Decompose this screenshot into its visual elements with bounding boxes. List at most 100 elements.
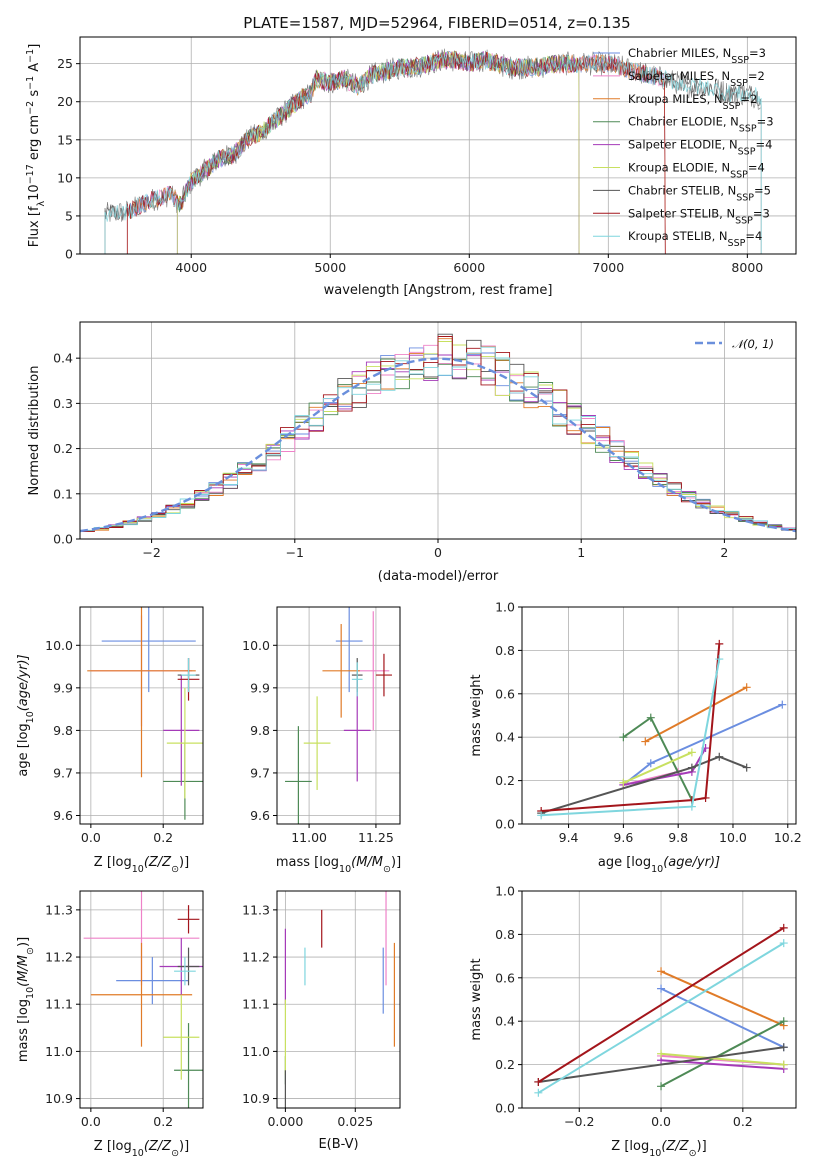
weight-vs-age-panel-x-label: age [log10(age/yr)]	[598, 855, 720, 875]
y-tick-label: 9.9	[53, 680, 73, 695]
weight-series-line	[660, 1052, 784, 1066]
spectrum-panel-plot-area	[104, 48, 762, 254]
residual-panel: −2 −1 0 1 2 0.0 0.1 0.2 0.3 0.4 𝒩(0, 1) (data-model…	[27, 321, 797, 584]
x-tick-label: 0.2	[153, 1114, 173, 1129]
legend-entry: Chabrier STELIB, NSSP=5	[628, 183, 771, 203]
y-tick-label: 0.4	[53, 351, 73, 366]
model-spectrum-line	[126, 51, 666, 254]
x-tick-label: 7000	[592, 260, 624, 275]
x-tick-label: 0.0	[81, 830, 101, 845]
model-spectrum-line	[126, 50, 666, 254]
weight-point-marker	[779, 923, 788, 932]
weight-point-marker	[715, 655, 724, 664]
y-tick-label: 0.8	[495, 927, 515, 942]
y-tick-label: 11.3	[242, 902, 270, 917]
y-tick-label: 9.6	[250, 808, 270, 823]
x-tick-label: 2	[720, 545, 728, 560]
weight-vs-metallicity-panel-y-label: mass weight	[469, 958, 484, 1040]
mass-vs-ebv-x-label: E(B-V)	[318, 1137, 358, 1152]
weight-point-marker	[641, 737, 650, 746]
x-tick-label: 0.0	[81, 1114, 101, 1129]
spectrum-legend: Chabrier MILES, NSSP=3 Salpeter MILES, NS…	[593, 46, 774, 249]
weight-vs-metallicity-panel-x-label: Z [log10(Z/Z⊙)]	[611, 1139, 706, 1159]
weight-point-marker	[701, 793, 710, 802]
weight-point-marker	[619, 733, 628, 742]
x-tick-label: 10.2	[774, 830, 802, 845]
weight-point-marker	[742, 683, 751, 692]
weight-series-line	[622, 716, 693, 801]
y-tick-label: 25	[57, 56, 73, 71]
y-tick-label: 0.0	[495, 1101, 515, 1116]
y-tick-label: 5	[65, 208, 73, 223]
weight-series-line	[660, 987, 785, 1049]
model-spectrum-line	[126, 51, 666, 254]
weight-point-marker	[646, 713, 655, 722]
weight-series-line	[540, 755, 748, 815]
y-tick-label: 0.1	[53, 486, 73, 501]
weight-series-line	[644, 686, 748, 743]
weight-point-marker	[779, 1060, 788, 1069]
x-tick-label: 1	[577, 545, 585, 560]
weight-point-marker	[657, 1082, 666, 1091]
weight-point-marker	[715, 752, 724, 761]
mass-vs-ebv-panel-grid	[277, 891, 400, 1108]
spectrum-x-axis-label: wavelength [Angstrom, rest frame]	[324, 283, 553, 298]
x-tick-label: 0.2	[733, 1114, 753, 1129]
y-tick-label: 11.3	[45, 902, 73, 917]
x-tick-label: 9.4	[559, 830, 579, 845]
weight-point-marker	[715, 639, 724, 648]
mass-vs-metallicity-panel: 0.0 0.2 10.9 11.0 11.1 11.2 11.3 Z [log10(Z/Z⊙)…	[16, 890, 204, 1159]
weight-vs-metallicity-panel: −0.2 0.0 0.2 0.0 0.2 0.4 0.6 0.8 1.0 Z [log10(Z/Z…	[469, 884, 797, 1159]
y-tick-label: 0.4	[495, 730, 515, 745]
age-vs-metallicity-panel-frame	[79, 606, 204, 825]
y-tick-label: 11.2	[45, 950, 73, 965]
weight-vs-age-panel-y-label: mass weight	[469, 674, 484, 756]
y-tick-label: 11.1	[45, 997, 73, 1012]
y-tick-label: 0.6	[495, 970, 515, 985]
gaussian-reference-curve	[80, 357, 796, 533]
y-tick-label: 9.7	[53, 765, 73, 780]
age-vs-metallicity-y-label: age [log10(age/yr)]	[16, 654, 36, 776]
y-tick-label: 10	[57, 170, 73, 185]
mass-vs-metallicity-panel-plot-area	[83, 891, 203, 1108]
y-tick-label: 11.1	[242, 997, 270, 1012]
weight-vs-age-panel: 9.4 9.6 9.8 10.0 10.2 0.0 0.2 0.4 0.6 0.8 1.0 age […	[469, 600, 802, 875]
x-tick-label: 6000	[453, 260, 485, 275]
y-tick-label: 0	[65, 247, 73, 262]
residual-x-axis-label: (data-model)/error	[378, 569, 499, 584]
legend-entry: Kroupa STELIB, NSSP=4	[628, 229, 762, 249]
weight-point-marker	[687, 802, 696, 811]
y-tick-label: 10.9	[242, 1091, 270, 1106]
weight-series-line	[541, 643, 721, 812]
age-vs-metallicity-panel: 0.0 0.2 9.6 9.7 9.8 9.9 10.0 Z [log10(Z/Z⊙)] age…	[16, 606, 204, 875]
weight-series-line	[660, 1020, 785, 1088]
legend-entry: Kroupa MILES, NSSP=2	[628, 92, 757, 112]
x-tick-label: 0	[434, 545, 442, 560]
x-tick-label: 5000	[314, 260, 346, 275]
y-tick-label: 0.0	[53, 532, 73, 547]
x-tick-label: 8000	[731, 260, 763, 275]
legend-entry: Salpeter ELODIE, NSSP=4	[628, 138, 772, 158]
x-tick-label: 0.0	[651, 1114, 671, 1129]
weight-vs-metallicity-panel-grid	[522, 890, 796, 1109]
weight-series-line	[538, 1046, 784, 1083]
age-vs-mass-panel-frame	[276, 606, 401, 825]
legend-gaussian-label: 𝒩(0, 1)	[732, 337, 774, 351]
spectrum-panel: 4000 5000 6000 7000 8000 0 5 10 15 20 25 wavelength…	[25, 36, 797, 298]
legend-entry: Chabrier MILES, NSSP=3	[628, 46, 766, 66]
weight-point-marker	[657, 1049, 666, 1058]
x-tick-label: 10.0	[719, 830, 747, 845]
y-tick-label: 0.3	[53, 396, 73, 411]
x-tick-label: −1	[286, 545, 304, 560]
x-tick-label: 11.25	[358, 830, 394, 845]
weight-point-marker	[534, 1088, 543, 1097]
y-tick-label: 9.7	[250, 765, 270, 780]
residual-histogram-step	[80, 336, 796, 533]
legend-entry: Kroupa ELODIE, NSSP=4	[628, 161, 765, 181]
weight-point-marker	[687, 748, 696, 757]
mass-vs-metallicity-x-label: Z [log10(Z/Z⊙)]	[94, 1139, 189, 1159]
y-tick-label: 15	[57, 132, 73, 147]
age-vs-mass-panel-grid	[277, 607, 400, 824]
x-tick-label: 9.8	[668, 830, 688, 845]
